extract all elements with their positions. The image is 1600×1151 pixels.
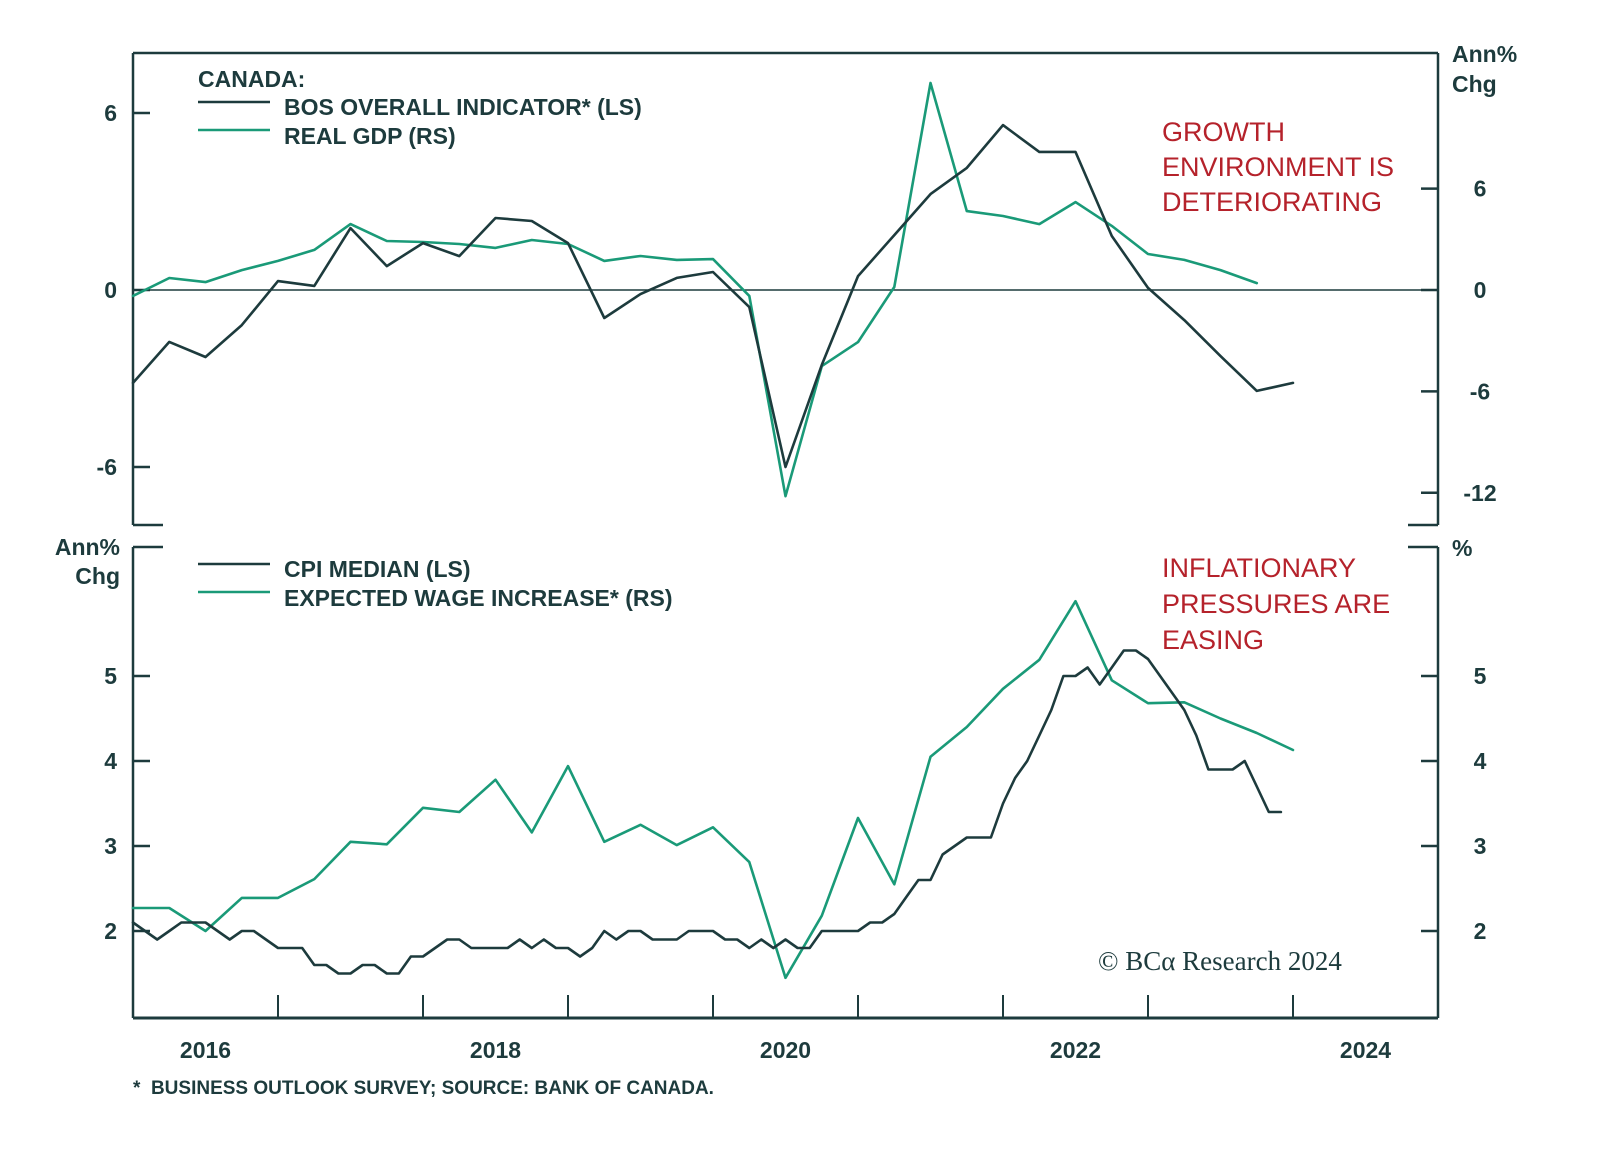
top-right-axis-tick-label: -12	[1463, 480, 1496, 506]
top-right-axis-label-line1: Ann%	[1452, 41, 1517, 67]
top-right-axis-tick-label: -6	[1470, 378, 1490, 404]
x-tick-label: 2016	[180, 1037, 231, 1063]
top-legend-label-bos: BOS OVERALL INDICATOR* (LS)	[284, 94, 642, 120]
x-tick-label: 2022	[1050, 1037, 1101, 1063]
bottom-right-axis-tick-label: 2	[1474, 918, 1487, 944]
top-left-axis-tick-label: -6	[97, 454, 117, 480]
top-annotation-line2: ENVIRONMENT IS	[1162, 152, 1394, 182]
top-left-ticks: 6 0 -6	[97, 100, 150, 480]
top-annotation-line3: DETERIORATING	[1162, 187, 1382, 217]
top-right-axis-tick-label: 6	[1474, 176, 1487, 202]
bottom-annotation-line2: PRESSURES ARE	[1162, 589, 1390, 619]
bottom-right-axis-tick-label: 5	[1474, 663, 1487, 689]
top-right-axis-tick-label: 0	[1474, 277, 1487, 303]
bottom-left-axis-tick-label: 4	[104, 748, 117, 774]
series-line-expected-wage	[131, 599, 1295, 980]
bottom-right-axis-label: %	[1452, 535, 1472, 561]
top-series-group	[131, 81, 1295, 498]
bottom-right-ticks: 5 4 3 2	[1421, 663, 1487, 944]
bottom-right-axis-tick-label: 3	[1474, 833, 1487, 859]
top-legend-title: CANADA:	[198, 66, 305, 92]
bottom-series-group	[131, 599, 1295, 980]
top-right-ticks: 6 0 -6 -12	[1421, 176, 1497, 506]
series-line-real-gdp	[131, 81, 1259, 498]
bottom-legend-label-cpi: CPI MEDIAN (LS)	[284, 556, 471, 582]
top-left-axis-tick-label: 0	[104, 277, 117, 303]
top-right-axis-label-line2: Chg	[1452, 71, 1497, 97]
top-annotation-line1: GROWTH	[1162, 117, 1285, 147]
bottom-right-axis-tick-label: 4	[1474, 748, 1487, 774]
bottom-annotation-line1: INFLATIONARY	[1162, 553, 1356, 583]
top-left-axis-tick-label: 6	[104, 100, 117, 126]
bottom-left-ticks: 5 4 3 2	[104, 663, 150, 944]
bottom-left-axis-tick-label: 3	[104, 833, 117, 859]
x-tick-labels: 2016 2018 2020 2022 2024	[180, 1037, 1391, 1063]
bottom-left-axis-label-line2: Chg	[75, 563, 120, 589]
bottom-panel: 5 4 3 2 5 4 3 2 Ann% Chg % CPI MEDIAN (LS) EXP…	[55, 534, 1487, 1020]
bottom-legend-label-wage: EXPECTED WAGE INCREASE* (RS)	[284, 585, 673, 611]
x-tick-label: 2024	[1340, 1037, 1391, 1063]
footnote: * BUSINESS OUTLOOK SURVEY; SOURCE: BANK …	[133, 1078, 714, 1099]
bottom-left-axis-tick-label: 5	[104, 663, 117, 689]
series-line-bos-indicator	[131, 123, 1295, 469]
top-legend-label-gdp: REAL GDP (RS)	[284, 123, 456, 149]
x-ticks	[277, 995, 1294, 1018]
series-line-cpi-median	[131, 649, 1283, 975]
x-tick-label: 2018	[470, 1037, 521, 1063]
bottom-left-axis-tick-label: 2	[104, 918, 117, 944]
bca-credit: © BCα Research 2024	[1098, 946, 1342, 976]
bottom-left-axis-label-line1: Ann%	[55, 534, 120, 560]
top-panel: 6 0 -6 6 0 -6 -12 Ann% Chg CANADA: BOS OVERAL…	[97, 41, 1517, 527]
x-tick-label: 2020	[760, 1037, 811, 1063]
bottom-annotation-line3: EASING	[1162, 625, 1264, 655]
